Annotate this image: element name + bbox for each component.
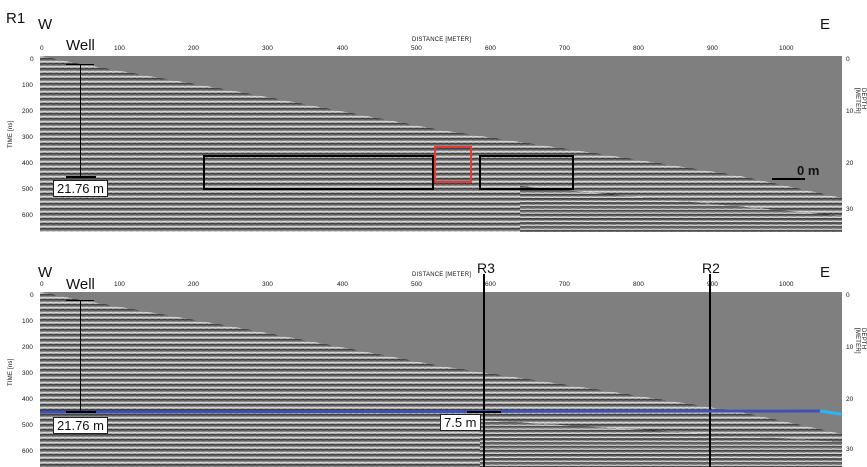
- distance-axis-label: DISTANCE [METER]: [412, 37, 472, 43]
- time-tick: 0: [30, 292, 34, 299]
- distance-tick: 800: [633, 281, 644, 288]
- time-tick: 200: [22, 108, 33, 115]
- east-label: E: [820, 16, 831, 33]
- distance-tick: 700: [559, 281, 570, 288]
- mid-depth-label: 7.5 m: [440, 414, 481, 431]
- radargram-top: [40, 56, 842, 232]
- crossing-label-r3: R3: [477, 260, 495, 276]
- distance-tick: 1000: [779, 45, 794, 52]
- distance-tick: 300: [262, 45, 273, 52]
- depth-tick: 10: [846, 344, 854, 351]
- well-depth-label: 21.76 m: [53, 417, 108, 434]
- depth-axis-label: DEPTH [METER]: [854, 328, 866, 354]
- well-depth-label: 21.76 m: [53, 180, 108, 197]
- profile-label: R1: [6, 10, 26, 27]
- well-label: Well: [66, 37, 95, 54]
- highlight-box: [434, 146, 472, 183]
- east-label: E: [820, 264, 831, 281]
- time-tick: 600: [22, 212, 33, 219]
- time-tick: 400: [22, 396, 33, 403]
- distance-tick: 800: [633, 45, 644, 52]
- crossing-line-r2: [709, 274, 711, 467]
- scale-bar: [772, 178, 805, 180]
- distance-tick: 900: [707, 281, 718, 288]
- depth-tick: 20: [846, 160, 854, 167]
- depth-tick: 30: [846, 206, 854, 213]
- well-top-cap: [66, 300, 94, 301]
- time-tick: 100: [22, 82, 33, 89]
- depth-tick: 10: [846, 108, 854, 115]
- distance-tick: 1000: [779, 281, 794, 288]
- distance-tick: 500: [411, 281, 422, 288]
- well-line: [80, 300, 81, 411]
- well-bottom-cap: [66, 411, 96, 413]
- time-tick: 300: [22, 134, 33, 141]
- depth-tick: 0: [846, 292, 850, 299]
- depth-axis-label: DEPTH [METER]: [854, 88, 866, 114]
- mid-depth-cap: [467, 411, 501, 413]
- well-label: Well: [66, 276, 95, 293]
- time-tick: 500: [22, 186, 33, 193]
- distance-tick: 900: [707, 45, 718, 52]
- scale-label: 0 m: [797, 163, 820, 178]
- crossing-line-r3: [483, 274, 485, 467]
- distance-axis-label: DISTANCE [METER]: [412, 272, 472, 278]
- time-tick: 500: [22, 422, 33, 429]
- well-bottom-cap: [66, 176, 96, 178]
- distance-tick: 0: [40, 281, 44, 288]
- west-label: W: [38, 16, 53, 33]
- distance-tick: 100: [114, 45, 125, 52]
- time-tick: 600: [22, 448, 33, 455]
- well-line: [80, 64, 81, 176]
- depth-tick: 0: [846, 56, 850, 63]
- time-tick: 0: [30, 56, 34, 63]
- distance-tick: 100: [114, 281, 125, 288]
- time-tick: 100: [22, 318, 33, 325]
- crossing-label-r2: R2: [702, 260, 720, 276]
- target-box-left: [203, 155, 434, 190]
- west-label: W: [38, 264, 53, 281]
- distance-tick: 600: [485, 45, 496, 52]
- distance-tick: 400: [337, 281, 348, 288]
- well-top-cap: [66, 64, 94, 65]
- time-tick: 400: [22, 160, 33, 167]
- depth-tick: 20: [846, 396, 854, 403]
- time-axis-label: TIME [ns]: [8, 120, 14, 148]
- time-axis-label: TIME [ns]: [8, 358, 14, 386]
- distance-tick: 0: [40, 45, 44, 52]
- distance-tick: 300: [262, 281, 273, 288]
- distance-tick: 200: [188, 45, 199, 52]
- distance-tick: 500: [411, 45, 422, 52]
- radargram-bottom: [40, 292, 842, 467]
- distance-tick: 400: [337, 45, 348, 52]
- time-tick: 300: [22, 370, 33, 377]
- target-box-right: [479, 155, 574, 190]
- depth-tick: 30: [846, 446, 854, 453]
- distance-tick: 200: [188, 281, 199, 288]
- time-tick: 200: [22, 344, 33, 351]
- distance-tick: 700: [559, 45, 570, 52]
- distance-tick: 600: [485, 281, 496, 288]
- water-table-line: [40, 409, 842, 416]
